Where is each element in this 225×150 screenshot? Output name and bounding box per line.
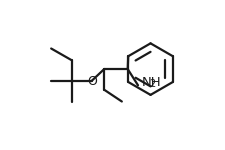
Text: O: O [87, 75, 97, 88]
Text: 2: 2 [149, 79, 155, 88]
Text: NH: NH [141, 76, 161, 89]
